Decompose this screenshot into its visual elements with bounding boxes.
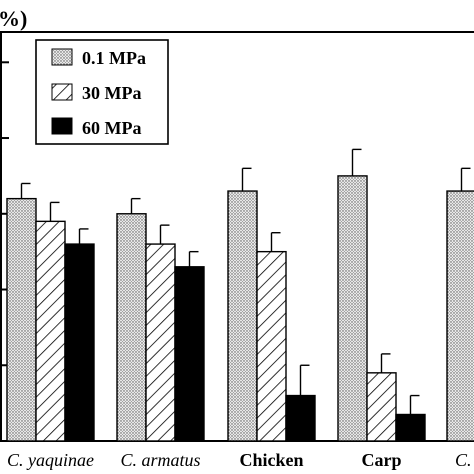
legend-label-0.1mpa: 0.1 MPa <box>82 48 146 68</box>
error-bars <box>20 148 471 415</box>
bar-carp-30-mpa <box>366 372 397 442</box>
bars <box>6 175 474 442</box>
bar-c-yaquinae-60-mpa <box>64 243 95 442</box>
legend-swatch-0.1mpa <box>51 48 73 66</box>
bar-chicken-60-mpa <box>285 394 316 442</box>
bar-chicken-30-mpa <box>256 250 287 442</box>
bar-chicken-0-1-mpa <box>227 190 258 442</box>
legend-label-60mpa: 60 MPa <box>82 118 141 138</box>
x-tick-label-0: C. yaquinae <box>7 450 94 470</box>
bar-c-yaquinae-0-1-mpa <box>6 197 37 442</box>
bar-c-armatus-60-mpa <box>174 266 205 442</box>
x-tick-label-3: Carp <box>362 450 402 470</box>
legend-swatch-60mpa <box>51 117 73 135</box>
bar-c-yaquinae-30-mpa <box>35 220 66 442</box>
bar-c-a-0-1-mpa <box>446 190 474 442</box>
x-tick-label-4: C. a <box>455 450 474 470</box>
x-tick-label-2: Chicken <box>239 450 303 470</box>
bar-c-armatus-30-mpa <box>145 243 176 442</box>
bar-carp-0-1-mpa <box>337 175 368 442</box>
legend-label-30mpa: 30 MPa <box>82 83 141 103</box>
y-axis-label: %) <box>0 6 27 31</box>
legend: 0.1 MPa 30 MPa 60 MPa <box>35 39 169 145</box>
x-tick-label-1: C. armatus <box>120 450 200 470</box>
legend-swatch-30mpa <box>51 83 73 101</box>
bar-c-armatus-0-1-mpa <box>116 213 147 442</box>
x-tick-labels: C. yaquinae C. armatus Chicken Carp C. a <box>7 450 474 470</box>
bar-carp-60-mpa <box>395 413 426 442</box>
